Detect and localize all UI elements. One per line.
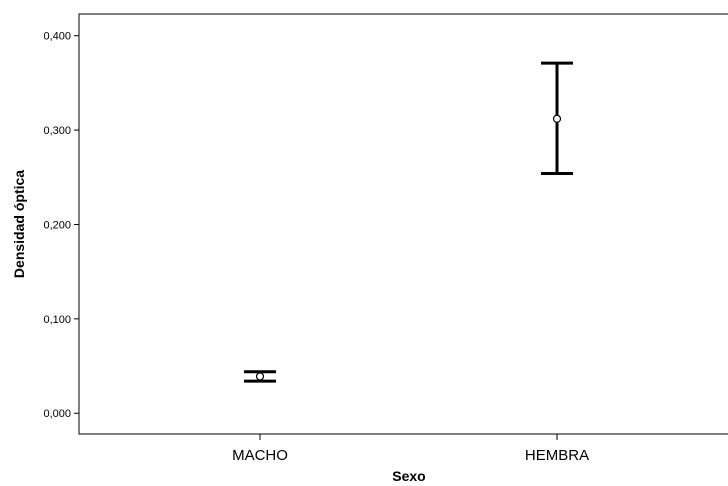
y-tick-label: 0,300 — [43, 125, 71, 137]
x-axis: MACHO HEMBRA — [232, 434, 589, 464]
plot-area-frame — [78, 13, 728, 435]
y-tick-label: 0,400 — [43, 31, 71, 43]
x-axis-title: Sexo — [392, 468, 425, 484]
error-bar-macho — [244, 370, 276, 383]
y-tick-label: 0,200 — [43, 219, 71, 231]
error-bar-hembra — [541, 61, 573, 176]
x-tick-label: MACHO — [232, 447, 288, 464]
mean-point — [255, 372, 265, 381]
mean-point — [552, 114, 562, 123]
x-tick-label: HEMBRA — [525, 447, 589, 464]
y-axis: 0,000 0,100 0,200 0,300 0,400 — [43, 31, 79, 420]
y-axis-title: Densidad óptica — [11, 170, 27, 278]
y-tick-label: 0,000 — [43, 408, 71, 420]
y-tick-label: 0,100 — [43, 314, 71, 326]
error-bars — [244, 61, 573, 383]
